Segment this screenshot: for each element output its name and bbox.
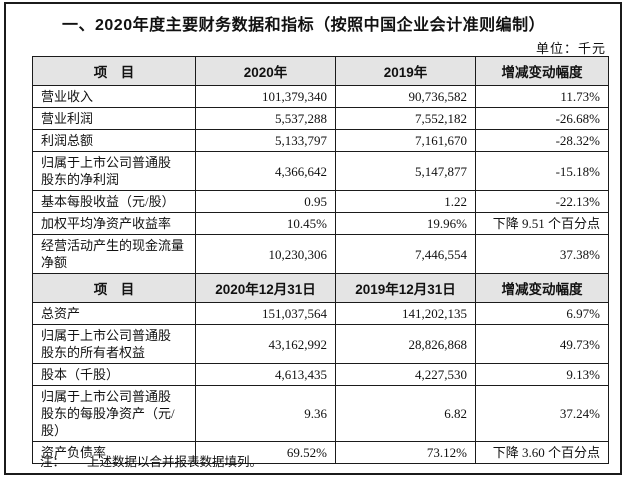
table-row: 营业利润 5,537,288 7,552,182 -26.68% (32, 107, 609, 130)
value-cell: 6.82 (335, 385, 476, 442)
value-cell: 5,537,288 (195, 107, 336, 130)
value-cell: 19.96% (335, 212, 476, 235)
item-label-cell: 总资产 (32, 302, 196, 325)
value-cell: 7,446,554 (335, 234, 476, 274)
value-cell: 28,826,868 (335, 324, 476, 364)
value-cell: 37.24% (475, 385, 609, 442)
value-cell: 4,366,642 (195, 151, 336, 191)
value-cell: 49.73% (475, 324, 609, 364)
value-cell: 9.36 (195, 385, 336, 442)
value-cell: 1.22 (335, 190, 476, 213)
item-label-cell: 归属于上市公司普通股 股东的所有者权益 (32, 324, 196, 364)
value-cell: 37.38% (475, 234, 609, 274)
table-header-cell: 项 目 (32, 56, 196, 86)
item-label-cell: 利润总额 (32, 129, 196, 152)
table-header-cell: 2020年12月31日 (195, 273, 336, 303)
table-row: 归属于上市公司普通股 股东的所有者权益 43,162,992 28,826,868 49… (32, 324, 609, 364)
table-header-row: 项 目 2020年12月31日 2019年12月31日 增减变动幅度 (32, 273, 609, 303)
item-label-cell: 加权平均净资产收益率 (32, 212, 196, 235)
value-cell: 10.45% (195, 212, 336, 235)
value-cell: -28.32% (475, 129, 609, 152)
table-header-cell: 增减变动幅度 (475, 273, 609, 303)
value-cell: 5,147,877 (335, 151, 476, 191)
value-cell: 0.95 (195, 190, 336, 213)
financial-table: 项 目 2020年 2019年 增减变动幅度 营业收入 101,379,340 90,736… (32, 56, 609, 464)
table-row: 营业收入 101,379,340 90,736,582 11.73% (32, 85, 609, 108)
value-cell: 43,162,992 (195, 324, 336, 364)
value-cell: 151,037,564 (195, 302, 336, 325)
value-cell: 5,133,797 (195, 129, 336, 152)
unit-label: 单位：千元 (535, 41, 606, 56)
value-cell: 73.12% (335, 441, 476, 464)
table-row: 基本每股收益（元/股） 0.95 1.22 -22.13% (32, 190, 609, 213)
table-row: 归属于上市公司普通股 股东的每股净资产（元/股） 9.36 6.82 37.24% (32, 385, 609, 442)
value-cell: 7,161,670 (335, 129, 476, 152)
value-cell: 下降 3.60 个百分点 (475, 441, 609, 464)
table-header-cell: 2020年 (195, 56, 336, 86)
value-cell: -15.18% (475, 151, 609, 191)
item-label-cell: 营业收入 (32, 85, 196, 108)
item-label-cell: 归属于上市公司普通股 股东的净利润 (32, 151, 196, 191)
footnote: 注： 上述数据以合并报表数据填列。 (40, 451, 262, 470)
document-title: 一、2020年度主要财务数据和指标（按照中国企业会计准则编制） (62, 17, 546, 34)
item-label-cell: 资产负债率 (32, 441, 196, 464)
footnote-label: 注： (40, 455, 66, 469)
value-cell: 下降 9.51 个百分点 (475, 212, 609, 235)
table-row: 总资产 151,037,564 141,202,135 6.97% (32, 302, 609, 325)
table-header-cell: 项 目 (32, 273, 196, 303)
value-cell: 101,379,340 (195, 85, 336, 108)
value-cell: 7,552,182 (335, 107, 476, 130)
table-header-row: 项 目 2020年 2019年 增减变动幅度 (32, 56, 609, 86)
value-cell: 90,736,582 (335, 85, 476, 108)
value-cell: 11.73% (475, 85, 609, 108)
item-label-cell: 归属于上市公司普通股 股东的每股净资产（元/股） (32, 385, 196, 442)
footnote-text: 上述数据以合并报表数据填列。 (87, 455, 263, 469)
table-header-cell: 2019年 (335, 56, 476, 86)
item-label-cell: 股本（千股） (32, 363, 196, 386)
table-row: 经营活动产生的现金流量 净额 10,230,306 7,446,554 37.38% (32, 234, 609, 274)
table-header-cell: 增减变动幅度 (475, 56, 609, 86)
value-cell: 4,613,435 (195, 363, 336, 386)
value-cell: 69.52% (195, 441, 336, 464)
table-row: 资产负债率 69.52% 73.12% 下降 3.60 个百分点 (32, 441, 609, 464)
value-cell: 6.97% (475, 302, 609, 325)
value-cell: 4,227,530 (335, 363, 476, 386)
value-cell: 9.13% (475, 363, 609, 386)
value-cell: 10,230,306 (195, 234, 336, 274)
item-label-cell: 经营活动产生的现金流量 净额 (32, 234, 196, 274)
value-cell: -26.68% (475, 107, 609, 130)
value-cell: 141,202,135 (335, 302, 476, 325)
item-label-cell: 基本每股收益（元/股） (32, 190, 196, 213)
financial-table-body: 项 目 2020年 2019年 增减变动幅度 营业收入 101,379,340 90,736… (32, 56, 609, 464)
item-label-cell: 营业利润 (32, 107, 196, 130)
table-row: 加权平均净资产收益率 10.45% 19.96% 下降 9.51 个百分点 (32, 212, 609, 235)
table-row: 利润总额 5,133,797 7,161,670 -28.32% (32, 129, 609, 152)
table-header-cell: 2019年12月31日 (335, 273, 476, 303)
table-row: 归属于上市公司普通股 股东的净利润 4,366,642 5,147,877 -15.18… (32, 151, 609, 191)
table-row: 股本（千股） 4,613,435 4,227,530 9.13% (32, 363, 609, 386)
value-cell: -22.13% (475, 190, 609, 213)
